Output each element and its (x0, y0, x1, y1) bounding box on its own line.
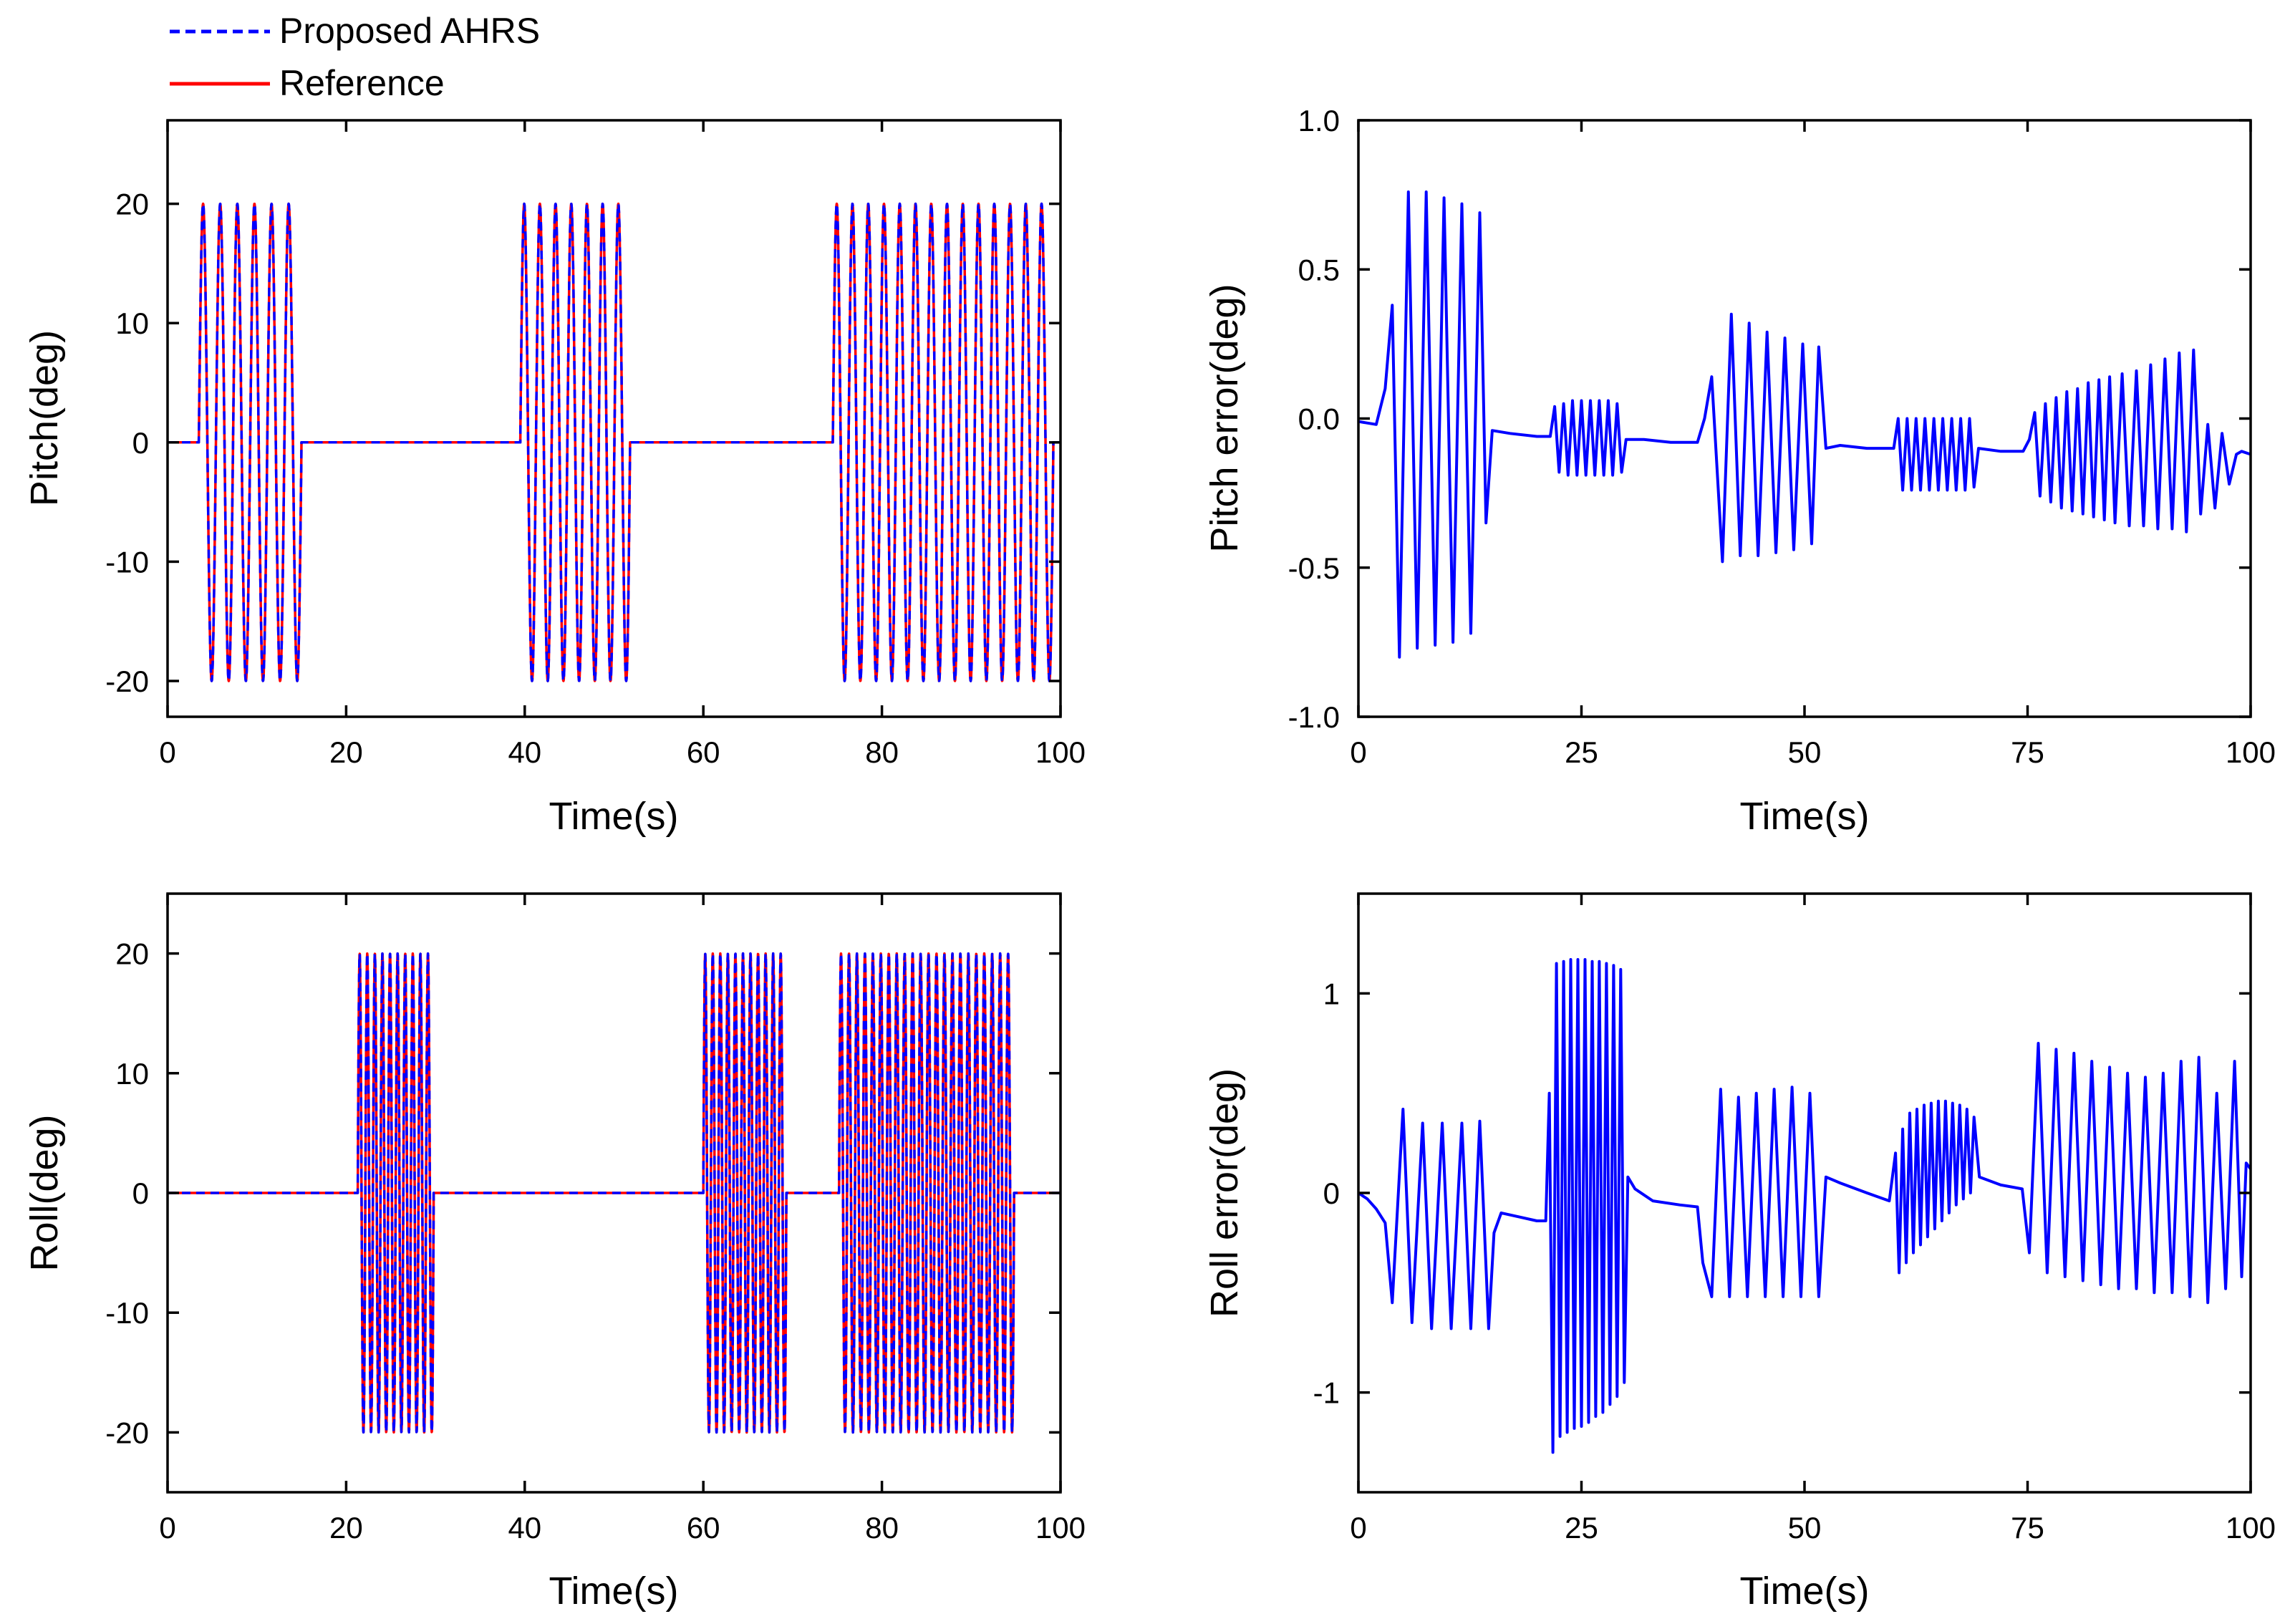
y-tick-label: 0.5 (1298, 253, 1340, 286)
chart-roll: 0 20 40 60 80 100 -20 -10 0 10 20 Time(s) Roll(de… (23, 892, 1086, 1613)
x-tick-label: 25 (1565, 735, 1598, 769)
x-tick-label: 25 (1565, 1511, 1598, 1545)
y-tick-label: 10 (115, 306, 149, 340)
y-tick-label: 10 (115, 1057, 149, 1091)
x-axis-label-pitch-error: Time(s) (1740, 795, 1870, 838)
x-tick-label: 60 (687, 1511, 720, 1545)
x-axis-label-roll: Time(s) (549, 1570, 679, 1613)
y-axis-label-pitch: Pitch(deg) (23, 330, 66, 506)
x-tick-label: 100 (2226, 1511, 2276, 1545)
x-tick-label: 100 (2226, 735, 2276, 769)
y-tick-label: -0.5 (1288, 551, 1340, 585)
x-tick-label: 0 (1350, 735, 1366, 769)
x-tick-label: 20 (329, 1511, 363, 1545)
x-axis-label-roll-error: Time(s) (1740, 1570, 1870, 1613)
x-tick-label: 80 (865, 1511, 899, 1545)
y-tick-label: -10 (105, 1296, 149, 1330)
x-tick-label: 0 (159, 735, 175, 769)
plot-line-pitch-error (1358, 190, 2251, 659)
x-tick-label: 50 (1788, 735, 1822, 769)
series-line (1358, 190, 2251, 659)
y-axis-roll-error: -1 0 1 (1313, 977, 2251, 1410)
plot-frame-pitch-error (1357, 119, 2252, 718)
x-axis-roll-error: 0 25 50 75 100 (1350, 894, 2276, 1545)
x-tick-label: 40 (508, 735, 541, 769)
x-tick-label: 40 (508, 1511, 541, 1545)
legend-label-reference: Reference (279, 63, 445, 103)
plot-line-pitch-proposed (166, 202, 1062, 682)
x-tick-label: 60 (687, 735, 720, 769)
x-axis-pitch-error: 0 25 50 75 100 (1350, 120, 2276, 769)
x-tick-label: 0 (1350, 1511, 1366, 1545)
y-axis-label-roll-error: Roll error(deg) (1203, 1068, 1246, 1318)
legend: Proposed AHRS Reference (170, 11, 540, 103)
chart-pitch: 0 20 40 60 80 100 -20 -10 0 10 20 Time(s) Pitch(d… (23, 119, 1086, 838)
series-line (1357, 958, 2252, 1454)
y-tick-label: -1 (1313, 1376, 1340, 1410)
x-tick-label: 100 (1035, 735, 1086, 769)
x-tick-label: 75 (2011, 1511, 2044, 1545)
x-tick-label: 20 (329, 735, 363, 769)
plot-line-roll-proposed (166, 952, 1062, 1434)
y-axis-roll: -20 -10 0 10 20 (105, 937, 1061, 1449)
series-line (166, 202, 1062, 682)
legend-label-proposed: Proposed AHRS (279, 11, 540, 51)
chart-roll-error: 0 25 50 75 100 -1 0 1 Time(s) Roll error(deg) (1203, 892, 2276, 1613)
x-axis-label-pitch: Time(s) (549, 795, 679, 838)
y-tick-label: 0 (132, 1176, 149, 1210)
y-axis-pitch-error: -1.0 -0.5 0.0 0.5 1.0 (1288, 104, 2251, 734)
x-tick-label: 80 (865, 735, 899, 769)
y-tick-label: 0 (132, 426, 149, 460)
x-tick-label: 50 (1788, 1511, 1822, 1545)
plot-line-roll-error (1357, 958, 2252, 1454)
y-tick-label: 1 (1323, 977, 1340, 1010)
y-tick-label: 20 (115, 188, 149, 221)
y-tick-label: 0 (1323, 1176, 1340, 1210)
y-tick-label: -20 (105, 1416, 149, 1449)
series-line (166, 952, 1062, 1434)
y-tick-label: -20 (105, 664, 149, 698)
x-tick-label: 100 (1035, 1511, 1086, 1545)
y-tick-label: -10 (105, 545, 149, 579)
y-axis-pitch: -20 -10 0 10 20 (105, 188, 1061, 698)
y-axis-label-pitch-error: Pitch error(deg) (1203, 284, 1246, 552)
chart-pitch-error: 0 25 50 75 100 -1.0 -0.5 0.0 0.5 1.0 Time(s) Pit… (1203, 104, 2276, 838)
x-axis-pitch: 0 20 40 60 80 100 (159, 120, 1086, 769)
plot-frame-pitch (166, 119, 1062, 718)
y-axis-label-roll: Roll(deg) (23, 1114, 66, 1271)
x-tick-label: 0 (159, 1511, 175, 1545)
y-tick-label: 1.0 (1298, 104, 1340, 137)
y-tick-label: 0.0 (1298, 402, 1340, 436)
y-tick-label: 20 (115, 937, 149, 971)
y-tick-label: -1.0 (1288, 700, 1340, 734)
x-tick-label: 75 (2011, 735, 2044, 769)
x-axis-roll: 0 20 40 60 80 100 (159, 894, 1086, 1545)
